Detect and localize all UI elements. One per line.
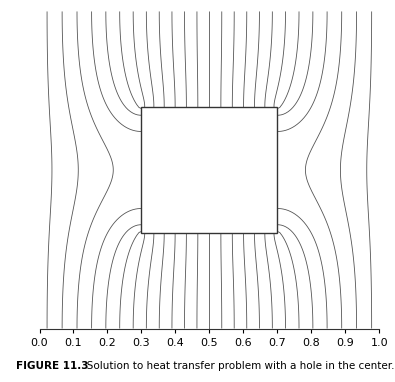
Text: FIGURE 11.3: FIGURE 11.3	[16, 361, 88, 371]
Text: Solution to heat transfer problem with a hole in the center.: Solution to heat transfer problem with a…	[77, 361, 395, 371]
Bar	[141, 107, 277, 233]
